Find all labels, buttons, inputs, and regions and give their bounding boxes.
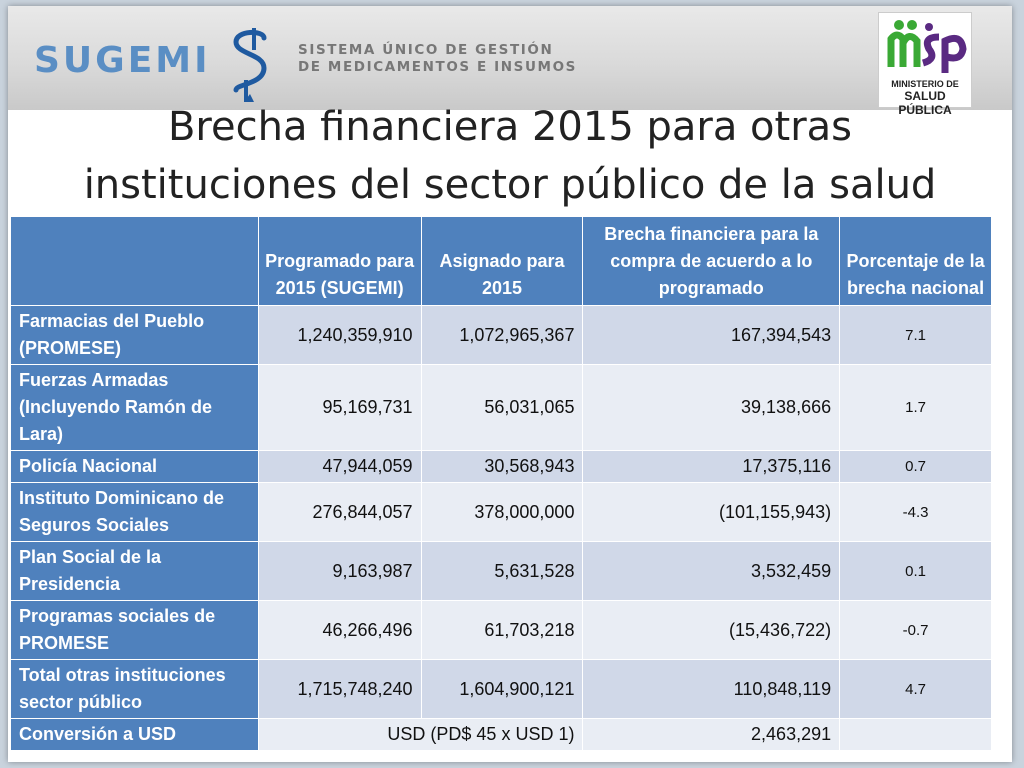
sugemi-logo-text: SUGEMI: [34, 40, 211, 81]
ministry-logo: MINISTERIO DE SALUD PÚBLICA: [878, 12, 972, 117]
column-header-programado: Programado para 2015 (SUGEMI): [257, 216, 422, 306]
title-line-2: instituciones del sector público de la s…: [83, 162, 937, 208]
cell-asignado: 30,568,943: [420, 450, 584, 483]
msp-logo-icon: [887, 20, 967, 73]
sugemi-logo-icon: [233, 28, 267, 102]
cell-brecha: (101,155,943): [582, 482, 841, 542]
cell-programado: 1,715,748,240: [257, 659, 422, 719]
column-header-institution: [10, 216, 259, 306]
tagline-line-2: DE MEDICAMENTOS E INSUMOS: [298, 59, 577, 75]
cell-asignado: 61,703,218: [420, 600, 584, 660]
column-header-brecha: Brecha financiera para la compra de acue…: [582, 216, 841, 306]
cell-asignado: 56,031,065: [420, 364, 584, 451]
cell-conversion-value: 2,463,291: [582, 718, 841, 751]
cell-asignado: 1,604,900,121: [420, 659, 584, 719]
cell-programado: 46,266,496: [257, 600, 422, 660]
cell-asignado: 1,072,965,367: [420, 305, 584, 365]
table-row: Plan Social de la Presidencia 9,163,987 …: [10, 541, 992, 601]
cell-programado: 1,240,359,910: [257, 305, 422, 365]
row-label: Policía Nacional: [10, 450, 259, 483]
cell-porcentaje: 1.7: [839, 364, 992, 451]
cell-brecha: 167,394,543: [582, 305, 841, 365]
header-banner: SUGEMI SISTEMA ÚNICO DE GESTIÓN DE MEDIC…: [8, 6, 1012, 117]
cell-programado: 9,163,987: [257, 541, 422, 601]
cell-programado: 47,944,059: [257, 450, 422, 483]
sugemi-tagline: SISTEMA ÚNICO DE GESTIÓN DE MEDICAMENTOS…: [298, 42, 577, 76]
cell-conversion-rate: USD (PD$ 45 x USD 1): [257, 718, 584, 751]
table-row: Total otras instituciones sector público…: [10, 659, 992, 719]
title-line-1: Brecha financiera 2015 para otras: [167, 104, 853, 150]
table-header-row: Programado para 2015 (SUGEMI) Asignado p…: [10, 216, 992, 306]
table-row: Instituto Dominicano de Seguros Sociales…: [10, 482, 992, 542]
cell-porcentaje: -4.3: [839, 482, 992, 542]
cell-brecha: (15,436,722): [582, 600, 841, 660]
cell-brecha: 17,375,116: [582, 450, 841, 483]
cell-asignado: 378,000,000: [420, 482, 584, 542]
cell-porcentaje: 0.1: [839, 541, 992, 601]
cell-porcentaje: 7.1: [839, 305, 992, 365]
cell-brecha: 110,848,119: [582, 659, 841, 719]
ministry-caption-1: MINISTERIO DE: [891, 79, 959, 89]
cell-brecha: 3,532,459: [582, 541, 841, 601]
page-title: Brecha financiera 2015 para otras instit…: [8, 98, 1012, 214]
cell-porcentaje: 4.7: [839, 659, 992, 719]
table-row: Programas sociales de PROMESE 46,266,496…: [10, 600, 992, 660]
cell-porcentaje: 0.7: [839, 450, 992, 483]
row-label: Fuerzas Armadas (Incluyendo Ramón de Lar…: [10, 364, 259, 451]
tagline-line-1: SISTEMA ÚNICO DE GESTIÓN: [298, 42, 554, 58]
column-header-asignado: Asignado para 2015: [420, 216, 584, 306]
row-label: Farmacias del Pueblo (PROMESE): [10, 305, 259, 365]
row-label: Plan Social de la Presidencia: [10, 541, 259, 601]
column-header-porcentaje: Porcentaje de la brecha nacional: [839, 216, 992, 306]
row-label: Instituto Dominicano de Seguros Sociales: [10, 482, 259, 542]
table-row: Fuerzas Armadas (Incluyendo Ramón de Lar…: [10, 364, 992, 451]
row-label: Total otras instituciones sector público: [10, 659, 259, 719]
cell-porcentaje: [839, 718, 992, 751]
cell-programado: 95,169,731: [257, 364, 422, 451]
row-label: Programas sociales de PROMESE: [10, 600, 259, 660]
table-row: Policía Nacional 47,944,059 30,568,943 1…: [10, 450, 992, 483]
cell-porcentaje: -0.7: [839, 600, 992, 660]
row-label: Conversión a USD: [10, 718, 259, 751]
table-row: Farmacias del Pueblo (PROMESE) 1,240,359…: [10, 305, 992, 365]
cell-programado: 276,844,057: [257, 482, 422, 542]
ministry-caption-2: SALUD PÚBLICA: [898, 89, 952, 117]
brecha-table: Programado para 2015 (SUGEMI) Asignado p…: [10, 216, 992, 751]
cell-asignado: 5,631,528: [420, 541, 584, 601]
conversion-row: Conversión a USD USD (PD$ 45 x USD 1) 2,…: [10, 718, 992, 751]
cell-brecha: 39,138,666: [582, 364, 841, 451]
